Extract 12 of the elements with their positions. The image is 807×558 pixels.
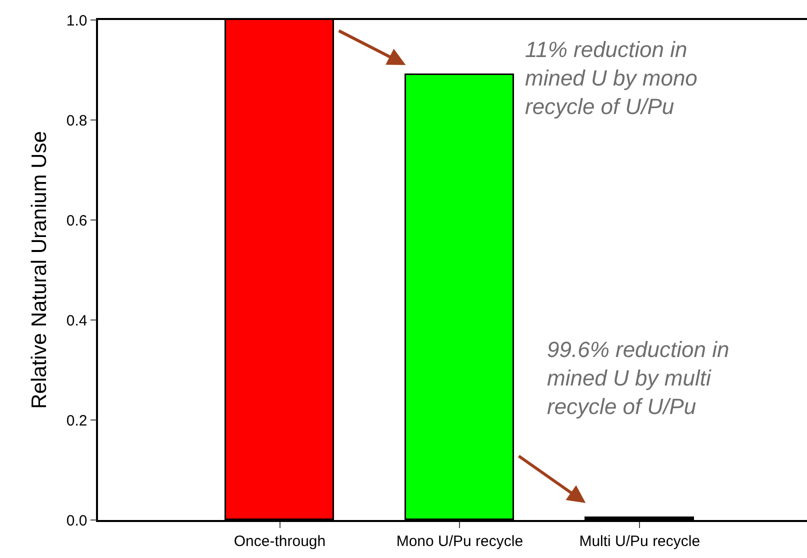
- y-tick-label: 1.0: [66, 12, 88, 30]
- y-tick-label: 0.0: [66, 512, 88, 530]
- x-tick-label: Multi U/Pu recycle: [579, 532, 700, 550]
- annotation: 99.6% reduction in mined U by multi recycle of U/Pu: [547, 337, 730, 420]
- annotation: 11% reduction in mined U by mono recycle of U/Pu: [525, 37, 698, 120]
- y-tick-label: 0.2: [66, 412, 88, 430]
- x-tick-label: Mono U/Pu recycle: [396, 532, 524, 550]
- y-tick-label: 0.8: [66, 112, 88, 130]
- y-tick-label: 0.6: [66, 212, 88, 230]
- y-axis-title: Relative Natural Uranium Use: [28, 131, 52, 409]
- y-tick-label: 0.4: [66, 312, 88, 330]
- x-tick-label: Once-through: [234, 532, 326, 550]
